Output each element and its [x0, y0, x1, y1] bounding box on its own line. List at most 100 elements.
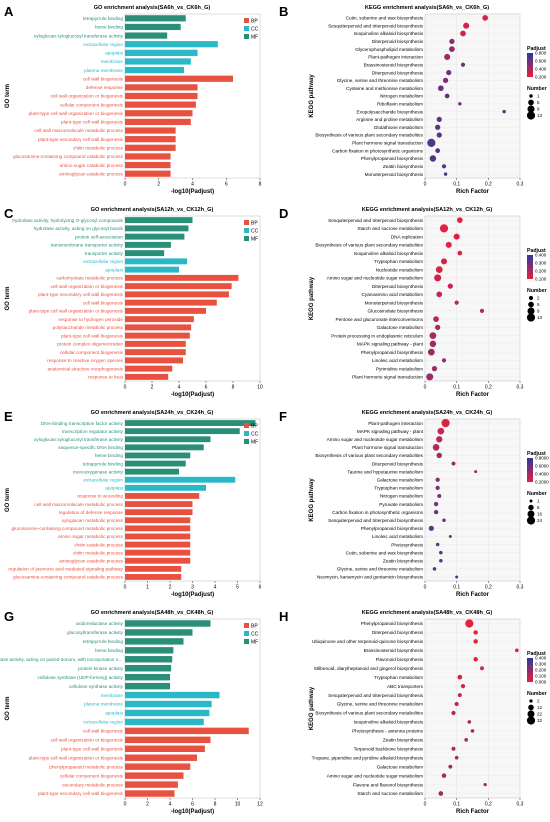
x-tick-label: 6	[205, 385, 208, 391]
pathway-label: Exopolysaccharide biosynthesis	[357, 109, 424, 114]
y-axis-label: GO term	[5, 286, 11, 310]
padj-colorbar	[527, 458, 533, 482]
pathway-label: Phenylpropanoid biosynthesis	[361, 526, 424, 531]
data-point	[436, 436, 443, 443]
bar-label: aminoglycan catabolic process	[59, 171, 123, 176]
size-legend-dot	[526, 111, 536, 120]
pathway-label: ABC transporters	[387, 684, 424, 689]
bar	[125, 144, 176, 151]
x-tick-label: 4	[169, 802, 172, 808]
x-axis-label: Rich Factor	[456, 392, 490, 398]
bar	[125, 250, 165, 257]
padj-colorbar	[527, 658, 533, 682]
data-point	[442, 77, 449, 84]
data-point	[451, 461, 456, 466]
data-point	[463, 22, 470, 29]
size-legend-title: Number	[527, 691, 547, 697]
bar	[125, 772, 184, 779]
data-point	[436, 291, 443, 298]
panel-f: F KEGG enrichment analysis(SA24h_vs_CK24h…	[279, 409, 549, 598]
bar	[125, 101, 196, 108]
x-tick-label: 0	[424, 585, 427, 591]
bar	[125, 316, 194, 323]
data-point	[473, 630, 478, 635]
chart-title: GO enrichment analysis(SA12h_vs_CK12h_G)	[91, 207, 214, 213]
data-point	[474, 470, 478, 474]
data-point	[451, 746, 456, 751]
x-tick-label: 4	[178, 385, 181, 391]
bar-label: secondary metabolic process	[62, 782, 123, 787]
bar	[125, 428, 240, 435]
bar	[125, 629, 193, 636]
legend-swatch	[244, 623, 249, 628]
bar-label: glucosamine-containing compound metaboli…	[11, 526, 123, 531]
x-axis-label: -log10(Padjust)	[171, 809, 214, 815]
bar	[125, 332, 190, 339]
data-point	[480, 666, 484, 671]
bar	[125, 790, 175, 797]
data-point	[436, 452, 442, 459]
data-point	[460, 62, 466, 67]
pathway-label: Diterpenoid biosynthesis	[372, 39, 424, 44]
bar	[125, 638, 184, 645]
data-point	[433, 501, 439, 507]
bar-label: plant-type cell wall organization or bio…	[29, 111, 124, 116]
pathway-label: Biosynthesis of various plant secondary …	[315, 243, 423, 248]
pathway-label: Nucleotide metabolism	[376, 267, 424, 272]
bar-label: cell wall macromolecule metabolic proces…	[34, 128, 123, 133]
bar	[125, 468, 179, 475]
pathway-label: Stilbenoid, diarylheptanoid and gingerol…	[314, 666, 424, 671]
plot-frame	[124, 215, 261, 382]
chart-title: GO enrichment analysis(SA24h_vs_CK24h_G)	[91, 410, 214, 416]
bar-label: cellular component biogenesis	[60, 350, 124, 355]
x-tick-label: 4	[214, 585, 217, 591]
size-legend-label: 9	[537, 309, 540, 314]
size-legend-dot	[529, 94, 533, 98]
pathway-label: Cutin, suberine and wax biosynthesis	[346, 16, 424, 21]
size-legend-label: 13	[537, 315, 543, 320]
size-legend-dot	[528, 99, 534, 106]
pathway-label: Phenylpropanoid biosynthesis	[361, 350, 424, 355]
size-legend-title: Number	[527, 491, 547, 497]
bar	[125, 136, 176, 143]
pathway-label: Sesquiterpenoid and triterpenoid biosynt…	[328, 218, 424, 223]
data-point	[437, 427, 445, 435]
bar-label: tetrapyrrole binding	[83, 639, 124, 644]
data-point	[457, 693, 462, 698]
bar-label: sequence-specific DNA binding	[58, 445, 123, 450]
bar	[125, 745, 205, 752]
bar-label: protein complex oligomerization	[57, 342, 123, 347]
y-axis-label: GO term	[5, 696, 11, 720]
data-point	[427, 138, 436, 147]
padj-legend-title: Padjust	[527, 248, 546, 254]
bar	[125, 501, 193, 507]
bar	[125, 110, 193, 117]
x-tick-label: 0.2	[485, 585, 492, 591]
pathway-label: Isoquinoline alkaloid biosynthesis	[354, 31, 424, 36]
bar-label: glucosyltransferase activity	[67, 630, 124, 635]
bar-label: anatomical structure morphogenesis	[47, 366, 123, 371]
pathway-label: Carbon fixation in photosynthetic organi…	[332, 510, 424, 515]
bar-label: cell wall organization or biogenesis	[51, 738, 124, 743]
panel-letter: D	[279, 206, 288, 221]
pathway-label: Isoquinoline alkaloid biosynthesis	[354, 251, 424, 256]
bar-label: plant-type secondary cell wall biogenesi…	[38, 292, 124, 297]
size-legend-title: Number	[527, 86, 547, 92]
bar	[125, 549, 191, 556]
data-point	[458, 102, 462, 106]
bar	[125, 49, 198, 56]
padj-legend-tick: 0.8000	[535, 456, 549, 461]
bar-label: cell wall biogenesis	[83, 729, 124, 734]
bar-label: cell wall biogenesis	[83, 76, 124, 81]
data-point	[451, 710, 456, 716]
size-legend-dot	[526, 516, 536, 525]
size-legend-dot	[529, 499, 533, 503]
x-tick-label: 0.3	[517, 385, 524, 391]
pathway-label: MAPK signaling pathway - plant	[357, 429, 424, 434]
x-tick-label: 0	[124, 385, 127, 391]
bar-label: extracellular region	[83, 720, 123, 725]
pathway-label: DNA replication	[391, 234, 424, 239]
size-legend-label: 9	[537, 107, 540, 112]
data-point	[473, 639, 478, 644]
